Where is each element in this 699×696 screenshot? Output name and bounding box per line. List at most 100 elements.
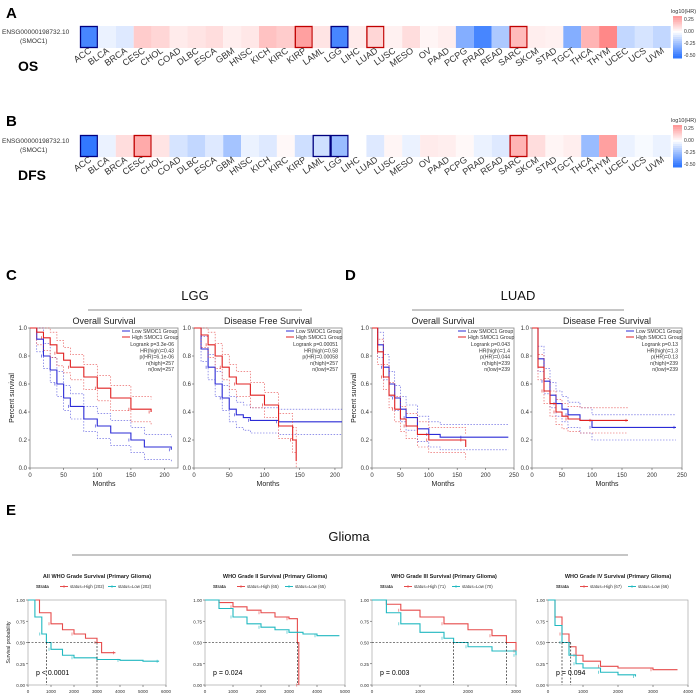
colorbar-step bbox=[673, 133, 682, 136]
group-title-glioma: Glioma bbox=[328, 529, 370, 544]
colorbar-step bbox=[673, 135, 682, 139]
stat-label: p(HR)=0.044 bbox=[480, 355, 510, 361]
heatmap-cell bbox=[384, 135, 403, 157]
heatmap-cell bbox=[473, 26, 492, 48]
colorbar-step bbox=[673, 129, 682, 132]
x-tick-label: 2000 bbox=[463, 689, 474, 694]
panel-label-e: E bbox=[6, 502, 16, 519]
heatmap-cell bbox=[599, 26, 617, 48]
colorbar-step bbox=[673, 162, 682, 166]
y-tick-label: 0.2 bbox=[183, 438, 192, 444]
cancer-label: UVM bbox=[644, 154, 666, 174]
heatmap-cell bbox=[455, 26, 474, 48]
confidence-band bbox=[194, 327, 297, 468]
heatmap-cell bbox=[366, 26, 385, 48]
legend-label: High SMOC1 Group bbox=[636, 335, 683, 341]
x-tick-label: 0 bbox=[27, 689, 30, 694]
plot-title: Disease Free Survival bbox=[563, 316, 651, 326]
x-tick-label: 100 bbox=[259, 473, 270, 479]
stat-label: n(low)=239 bbox=[484, 367, 510, 373]
km-plot: 0 50 100 150 200 0.0 0.2 0.4 0.6 0.8 1.0 Overall Su… bbox=[9, 316, 179, 488]
p-value: p < 0.0001 bbox=[36, 670, 69, 677]
y-tick-label: 0.4 bbox=[521, 410, 530, 416]
heatmap-cell bbox=[205, 26, 224, 48]
x-tick-label: 5000 bbox=[340, 689, 351, 694]
plot-title: WHO Grade II Survival (Primary Glioma) bbox=[223, 574, 327, 580]
confidence-band bbox=[372, 327, 467, 435]
heatmap-highlight-box bbox=[509, 134, 528, 158]
y-tick-label: 0.25 bbox=[536, 662, 545, 667]
colorbar-step bbox=[673, 41, 682, 44]
heatmap-cell bbox=[527, 26, 546, 48]
colorbar-step bbox=[673, 30, 682, 34]
x-tick-label: 150 bbox=[617, 473, 628, 479]
x-tick-label: 3000 bbox=[648, 689, 659, 694]
heatmap-cell bbox=[205, 135, 224, 157]
y-tick-label: 0.50 bbox=[536, 641, 545, 646]
x-axis-label: Months bbox=[257, 481, 280, 488]
colorbar-step bbox=[673, 20, 682, 23]
heatmap-cell bbox=[599, 135, 617, 157]
confidence-band bbox=[30, 327, 172, 463]
x-tick-label: 0 bbox=[370, 473, 374, 479]
confidence-band bbox=[532, 327, 628, 409]
strata-title: Strata bbox=[36, 584, 49, 589]
survival-curve bbox=[194, 327, 342, 423]
panel-label-d: D bbox=[345, 267, 356, 284]
heatmap-cell bbox=[563, 26, 582, 48]
colorbar-step bbox=[673, 16, 682, 19]
colorbar-step bbox=[673, 131, 682, 134]
survival-curve bbox=[205, 599, 340, 637]
plot-title: All WHO Grade Survival (Primary Glioma) bbox=[43, 574, 151, 580]
y-tick-label: 0.2 bbox=[521, 438, 530, 444]
y-tick-label: 0.6 bbox=[183, 382, 192, 388]
x-tick-label: 2000 bbox=[256, 689, 267, 694]
y-tick-label: 0.00 bbox=[536, 683, 545, 688]
km-plot: 0 50 100 150 200 250 0.0 0.2 0.4 0.6 0.8 1.0 Overall… bbox=[351, 316, 520, 488]
colorbar-step bbox=[673, 143, 682, 147]
survival-curve bbox=[28, 599, 160, 662]
cancer-label: UVM bbox=[644, 45, 666, 65]
x-tick-label: 100 bbox=[587, 473, 598, 479]
y-tick-label: 1.00 bbox=[536, 598, 545, 603]
cancer-label: LGG bbox=[322, 154, 343, 173]
x-tick-label: 1000 bbox=[578, 689, 589, 694]
y-tick-label: 0.6 bbox=[19, 382, 28, 388]
strata-title: Strata bbox=[380, 584, 393, 589]
legend-label: Low SMOC1 Group bbox=[132, 329, 177, 335]
x-tick-label: 2000 bbox=[69, 689, 80, 694]
heatmap-cell bbox=[151, 26, 170, 48]
km-plot: 0 50 100 150 200 250 0.0 0.2 0.4 0.6 0.8 1.0 Disease… bbox=[521, 316, 688, 488]
strata-title: Strata bbox=[556, 584, 569, 589]
panel-label-b: B bbox=[6, 113, 17, 130]
survival-curve bbox=[28, 599, 116, 654]
legend-label: High SMOC1 Group bbox=[132, 335, 179, 341]
heatmap-cell bbox=[294, 135, 313, 157]
heatmap-cell bbox=[241, 26, 259, 48]
y-tick-label: 0.6 bbox=[361, 382, 370, 388]
y-tick-label: 0.8 bbox=[521, 354, 530, 360]
heatmap-cell bbox=[617, 26, 635, 48]
heatmap-cell bbox=[115, 26, 134, 48]
y-tick-label: 0.6 bbox=[521, 382, 530, 388]
y-tick-label: 0.25 bbox=[16, 662, 25, 667]
heatmap-cell bbox=[187, 26, 206, 48]
stat-label: n(low)=257 bbox=[148, 367, 174, 373]
x-tick-label: 200 bbox=[481, 473, 492, 479]
plot-title: Disease Free Survival bbox=[224, 316, 312, 326]
stat-label: n(high)=257 bbox=[146, 361, 174, 367]
x-tick-label: 3000 bbox=[284, 689, 295, 694]
legend-label: Low SMOC1 Group bbox=[468, 329, 513, 335]
colorbar-step bbox=[673, 148, 682, 151]
cancer-label: LGG bbox=[322, 45, 343, 64]
colorbar-step bbox=[673, 47, 682, 51]
colorbar-step bbox=[673, 158, 682, 162]
colorbar-step bbox=[673, 125, 682, 128]
legend-label: status=Low (65) bbox=[295, 584, 326, 589]
heatmap-cell bbox=[473, 135, 492, 157]
heatmap-cell bbox=[259, 26, 277, 48]
heatmap-cell bbox=[294, 26, 313, 48]
colorbar-step bbox=[673, 137, 682, 141]
heatmap-cell bbox=[169, 135, 188, 157]
legend-label: status=Low (66) bbox=[638, 584, 669, 589]
